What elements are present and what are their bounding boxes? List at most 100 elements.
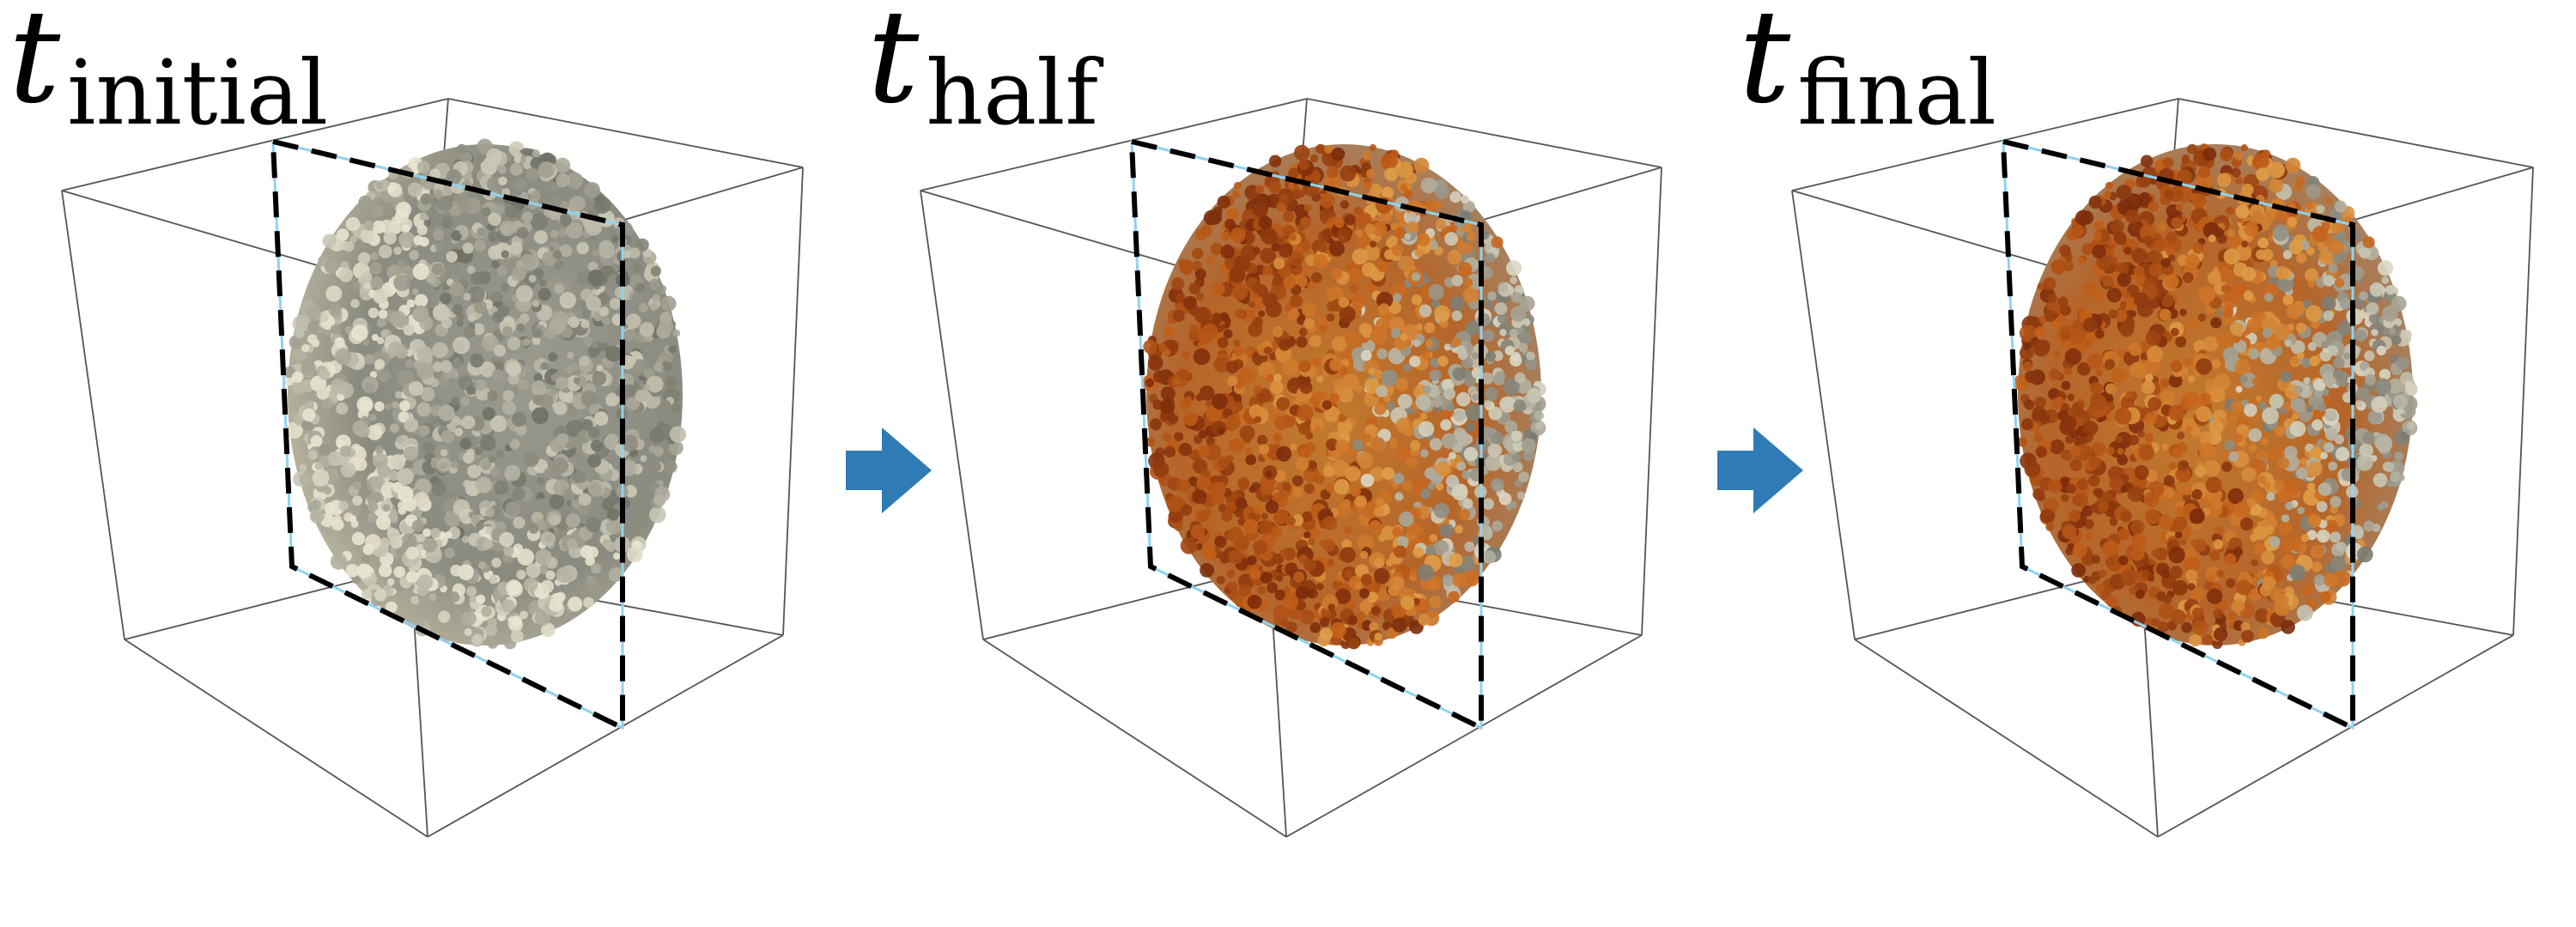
particle bbox=[2306, 482, 2316, 491]
particle bbox=[1334, 478, 1350, 495]
particle bbox=[1315, 474, 1325, 485]
particle bbox=[2319, 591, 2331, 603]
particle bbox=[1394, 492, 1404, 501]
particle bbox=[1251, 317, 1263, 328]
particle bbox=[1283, 586, 1291, 594]
particle bbox=[500, 282, 510, 293]
particle bbox=[2363, 520, 2375, 532]
particle bbox=[2334, 277, 2345, 288]
particle bbox=[433, 189, 444, 200]
particle bbox=[540, 361, 550, 371]
particle bbox=[474, 239, 487, 252]
particle bbox=[2130, 611, 2146, 627]
particle bbox=[2129, 519, 2145, 535]
particle bbox=[1429, 438, 1443, 451]
particle bbox=[2051, 397, 2063, 409]
particle bbox=[1449, 296, 1465, 312]
particle bbox=[1376, 385, 1388, 397]
particle bbox=[1397, 536, 1409, 548]
particle bbox=[2296, 252, 2307, 264]
particle bbox=[1190, 524, 1206, 540]
particle bbox=[2257, 401, 2268, 410]
particle bbox=[2087, 475, 2100, 487]
particle bbox=[1254, 415, 1262, 424]
particle bbox=[2372, 473, 2388, 488]
particle bbox=[536, 476, 545, 485]
particle bbox=[1510, 276, 1518, 284]
particle bbox=[1482, 498, 1494, 510]
particle bbox=[1293, 258, 1302, 265]
particle bbox=[328, 451, 343, 467]
particle bbox=[473, 300, 488, 314]
particle bbox=[1425, 545, 1436, 556]
particle bbox=[1452, 367, 1467, 381]
particle bbox=[2232, 599, 2245, 613]
particle bbox=[2234, 359, 2251, 375]
particle bbox=[1309, 154, 1319, 163]
particle bbox=[1251, 282, 1263, 294]
particle bbox=[488, 212, 501, 227]
particle bbox=[307, 334, 318, 344]
particle bbox=[598, 306, 610, 317]
particle bbox=[1327, 603, 1336, 612]
particle bbox=[1440, 419, 1452, 431]
particle bbox=[1406, 457, 1419, 470]
box-edge bbox=[2157, 634, 2514, 838]
particle bbox=[334, 348, 352, 366]
particle bbox=[338, 500, 349, 511]
particle bbox=[1210, 242, 1223, 256]
particle bbox=[2306, 404, 2313, 413]
particle bbox=[2164, 487, 2175, 499]
particle bbox=[1276, 201, 1287, 212]
particle bbox=[1295, 457, 1309, 471]
particle bbox=[481, 606, 492, 617]
particle bbox=[1504, 420, 1518, 434]
particle bbox=[2093, 290, 2105, 302]
particle bbox=[2134, 465, 2149, 480]
particle bbox=[2235, 385, 2243, 393]
particle bbox=[1192, 247, 1204, 260]
particle bbox=[422, 537, 438, 553]
particle bbox=[2233, 262, 2248, 277]
particle bbox=[509, 241, 523, 255]
particle bbox=[1319, 192, 1335, 209]
particle bbox=[2332, 368, 2344, 380]
particle bbox=[1216, 575, 1225, 585]
particle bbox=[2241, 630, 2254, 643]
particle bbox=[2172, 446, 2184, 458]
particle bbox=[517, 548, 534, 566]
particle bbox=[1457, 349, 1468, 360]
particle bbox=[669, 440, 683, 455]
particle bbox=[1298, 159, 1309, 171]
particle bbox=[2364, 350, 2375, 361]
particle bbox=[2252, 525, 2268, 541]
particle bbox=[463, 451, 475, 464]
particle bbox=[2109, 257, 2118, 266]
particle bbox=[1257, 585, 1266, 595]
particle bbox=[471, 633, 483, 645]
particle bbox=[537, 498, 548, 509]
particle bbox=[2185, 425, 2193, 433]
particle bbox=[668, 345, 677, 354]
particle bbox=[1437, 355, 1449, 367]
particle bbox=[1423, 385, 1432, 394]
particle bbox=[2159, 308, 2172, 321]
particle bbox=[2053, 264, 2064, 276]
particle bbox=[2376, 345, 2386, 356]
particle bbox=[2324, 197, 2333, 204]
particle-sphere bbox=[1142, 143, 1546, 650]
particle bbox=[516, 323, 526, 332]
particle bbox=[1276, 445, 1292, 462]
particle bbox=[2074, 493, 2088, 507]
particle bbox=[2109, 518, 2118, 526]
particle bbox=[2210, 317, 2222, 329]
particle bbox=[2233, 151, 2244, 161]
particle bbox=[338, 267, 353, 282]
particle bbox=[580, 545, 594, 559]
particle bbox=[507, 361, 522, 377]
particle bbox=[1439, 319, 1449, 329]
particle bbox=[438, 404, 455, 421]
particle bbox=[1176, 293, 1186, 303]
particle bbox=[2212, 499, 2223, 510]
